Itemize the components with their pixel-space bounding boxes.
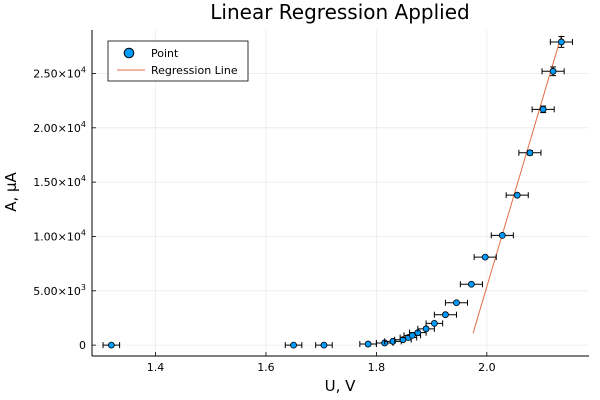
y-tick-exponent: 4 (81, 120, 86, 129)
data-point (459, 280, 483, 288)
data-point (315, 341, 333, 349)
point-marker (320, 341, 328, 349)
point-marker (539, 105, 547, 113)
point-marker (422, 325, 430, 333)
data-point (505, 191, 529, 199)
point-marker (364, 340, 372, 348)
data-point (425, 319, 444, 327)
y-tick-label: 1.00×104 (33, 228, 86, 243)
point-marker (467, 280, 475, 288)
data-point (473, 253, 497, 261)
point-marker (408, 331, 416, 339)
axis-ticks: 1.4 1.6 1.8 2.005.00×1031.00×1041.50×1042.0… (33, 65, 495, 374)
point-marker (557, 38, 565, 46)
grid (92, 30, 589, 356)
data-point (518, 149, 542, 157)
point-marker (526, 149, 534, 157)
point-marker (481, 253, 489, 261)
point-marker (430, 319, 438, 327)
data-point (541, 66, 565, 77)
point-marker (442, 311, 449, 319)
data-point (102, 341, 121, 349)
point-marker (290, 341, 297, 349)
y-tick-mantissa: 1.50×10 (33, 176, 81, 189)
regression-line (472, 35, 562, 334)
y-tick-label: 2.00×104 (33, 120, 86, 135)
legend-box (107, 40, 249, 82)
data-point (284, 341, 303, 349)
x-tick-label: 1.6 (257, 361, 275, 374)
y-tick-label: 5.00×103 (33, 283, 86, 298)
data-point (433, 311, 457, 319)
data-point (531, 105, 555, 114)
chart-title: Linear Regression Applied (210, 0, 469, 24)
point-marker (549, 67, 557, 75)
data-point (444, 299, 469, 307)
point-series (102, 36, 573, 349)
y-tick-mantissa: 5.00×10 (33, 285, 81, 298)
x-tick-label: 1.4 (147, 361, 165, 374)
legend: Point Regression Line (107, 40, 249, 82)
y-tick-label: 2.50×104 (33, 65, 86, 80)
data-point (417, 325, 435, 333)
x-tick-label: 1.8 (368, 361, 386, 374)
data-point (490, 231, 514, 239)
y-tick-exponent: 4 (81, 228, 86, 237)
y-tick-mantissa: 2.00×10 (33, 122, 81, 135)
x-tick-label: 2.0 (478, 361, 496, 374)
y-tick-mantissa: 0 (79, 339, 86, 352)
y-axis-label: A, μA (2, 171, 20, 211)
legend-point-label: Point (151, 47, 179, 60)
legend-regression-label: Regression Line (151, 64, 238, 77)
point-marker (107, 341, 115, 349)
y-tick-label: 1.50×104 (33, 174, 86, 189)
y-tick-exponent: 3 (81, 283, 86, 292)
plot-frame (91, 30, 589, 357)
y-tick-mantissa: 2.50×10 (33, 67, 81, 80)
point-marker (513, 191, 521, 199)
point-marker (453, 299, 460, 307)
y-tick-exponent: 4 (81, 65, 86, 74)
y-tick-exponent: 4 (81, 174, 86, 183)
y-tick-mantissa: 1.00×10 (33, 230, 81, 243)
y-tick-label: 0 (79, 339, 86, 352)
x-axis-label: U, V (325, 377, 357, 395)
data-point (549, 36, 573, 48)
point-marker (498, 231, 506, 239)
regression-series (472, 35, 562, 334)
legend-point-marker (123, 47, 135, 59)
